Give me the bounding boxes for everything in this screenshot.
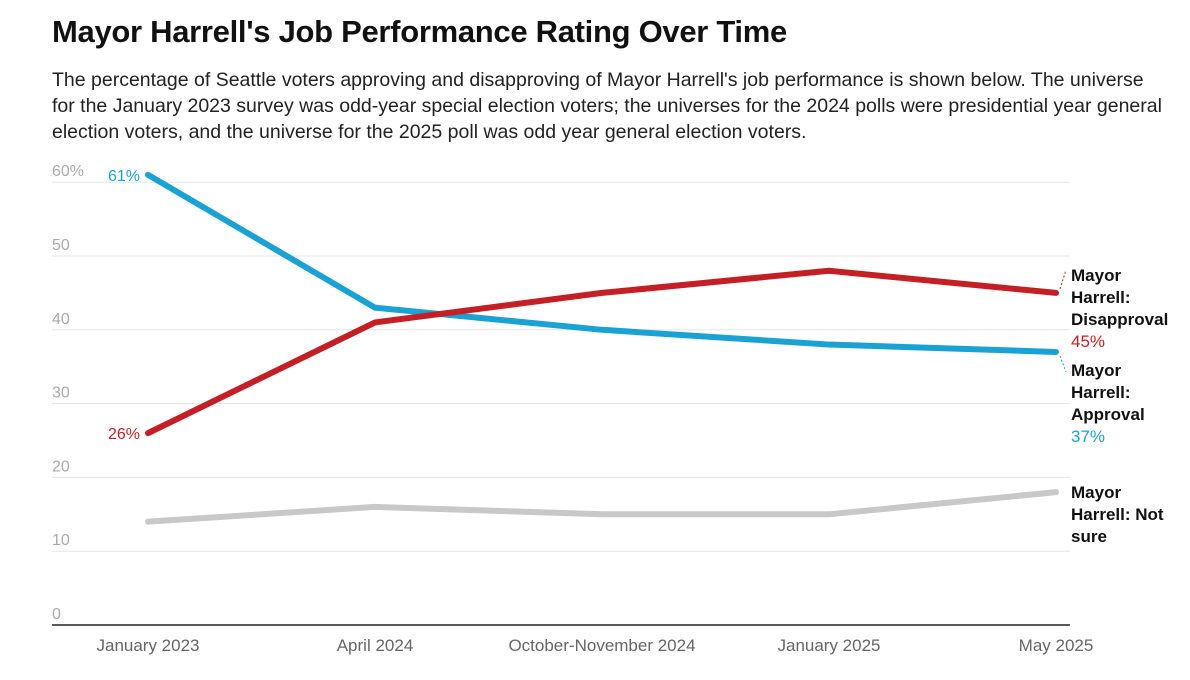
start-value-label-disapproval: 26% [108, 426, 140, 443]
series-label-disapproval: Disapproval [1071, 310, 1168, 329]
y-tick-label: 50 [52, 237, 70, 254]
gridlines [52, 181, 1070, 626]
y-tick-label: 20 [52, 458, 70, 475]
y-tick-label: 10 [52, 532, 70, 549]
series-line-not_sure [145, 489, 1059, 525]
series-label-approval: Approval [1071, 405, 1145, 424]
y-tick-label: 40 [52, 311, 70, 328]
series-label-approval: Harrell: [1071, 383, 1131, 402]
x-tick-label: January 2023 [96, 636, 199, 655]
x-tick-label: April 2024 [337, 636, 414, 655]
y-axis-ticks: 0 10 20 30 40 50 60% [52, 163, 84, 623]
series-label-approval: Mayor [1071, 361, 1121, 380]
x-tick-label: October-November 2024 [508, 636, 695, 655]
series-label-not_sure: sure [1071, 527, 1107, 546]
label-connector-disapproval [1059, 269, 1067, 290]
label-connector-approval [1059, 355, 1067, 373]
series-line-disapproval [145, 267, 1059, 437]
series-label-not_sure: Harrell: Not [1071, 505, 1164, 524]
series-labels: 61% 26% Mayor Harrell: Disapproval 45% Mayor Ha… [108, 168, 1168, 546]
series-label-disapproval: Harrell: [1071, 288, 1131, 307]
series-label-not_sure: Mayor [1071, 483, 1121, 502]
series-label-disapproval: Mayor [1071, 266, 1121, 285]
series-line-approval [145, 171, 1059, 355]
end-value-label-disapproval: 45% [1071, 332, 1105, 351]
y-tick-label: 60% [52, 163, 84, 180]
x-tick-label: January 2025 [777, 636, 880, 655]
chart-subtitle: The percentage of Seattle voters approvi… [52, 69, 1162, 143]
y-tick-label: 30 [52, 385, 70, 402]
start-value-label-approval: 61% [108, 168, 140, 185]
end-value-label-approval: 37% [1071, 427, 1105, 446]
y-tick-label: 0 [52, 606, 61, 623]
x-tick-label: May 2025 [1019, 636, 1094, 655]
series-lines [145, 171, 1059, 525]
chart-title: Mayor Harrell's Job Performance Rating O… [52, 14, 787, 49]
x-axis-ticks: January 2023 April 2024 October-November 2… [96, 636, 1093, 655]
